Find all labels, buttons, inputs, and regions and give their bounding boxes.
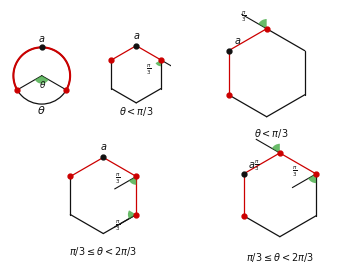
Wedge shape — [272, 144, 280, 153]
Wedge shape — [258, 19, 267, 29]
Text: $a$: $a$ — [248, 160, 256, 170]
Wedge shape — [156, 60, 161, 66]
Text: $\frac{\pi}{3}$: $\frac{\pi}{3}$ — [114, 218, 120, 232]
Wedge shape — [35, 76, 49, 84]
Text: $\frac{\pi}{3}$: $\frac{\pi}{3}$ — [241, 9, 246, 24]
Text: $\pi/3 \leq \theta < 2\pi/3$: $\pi/3 \leq \theta < 2\pi/3$ — [69, 245, 137, 258]
Text: $a$: $a$ — [234, 36, 241, 46]
Text: $\theta < \pi/3$: $\theta < \pi/3$ — [254, 127, 288, 140]
Wedge shape — [128, 210, 136, 219]
Text: $\frac{\pi}{3}$: $\frac{\pi}{3}$ — [114, 171, 120, 186]
Wedge shape — [129, 176, 136, 185]
Text: $\frac{\pi}{3}$: $\frac{\pi}{3}$ — [292, 164, 297, 179]
Wedge shape — [308, 174, 316, 183]
Text: $a$: $a$ — [38, 34, 46, 44]
Text: $a$: $a$ — [133, 31, 140, 41]
Text: $\theta$: $\theta$ — [39, 79, 47, 90]
Text: $\frac{\pi}{3}$: $\frac{\pi}{3}$ — [146, 62, 152, 77]
Text: $\theta$: $\theta$ — [38, 104, 46, 116]
Text: $a$: $a$ — [100, 142, 107, 152]
Text: $\pi/3 \leq \theta < 2\pi/3$: $\pi/3 \leq \theta < 2\pi/3$ — [246, 251, 314, 264]
Text: $\frac{\pi}{3}$: $\frac{\pi}{3}$ — [254, 158, 260, 173]
Text: $\theta < \pi/3$: $\theta < \pi/3$ — [119, 105, 153, 118]
